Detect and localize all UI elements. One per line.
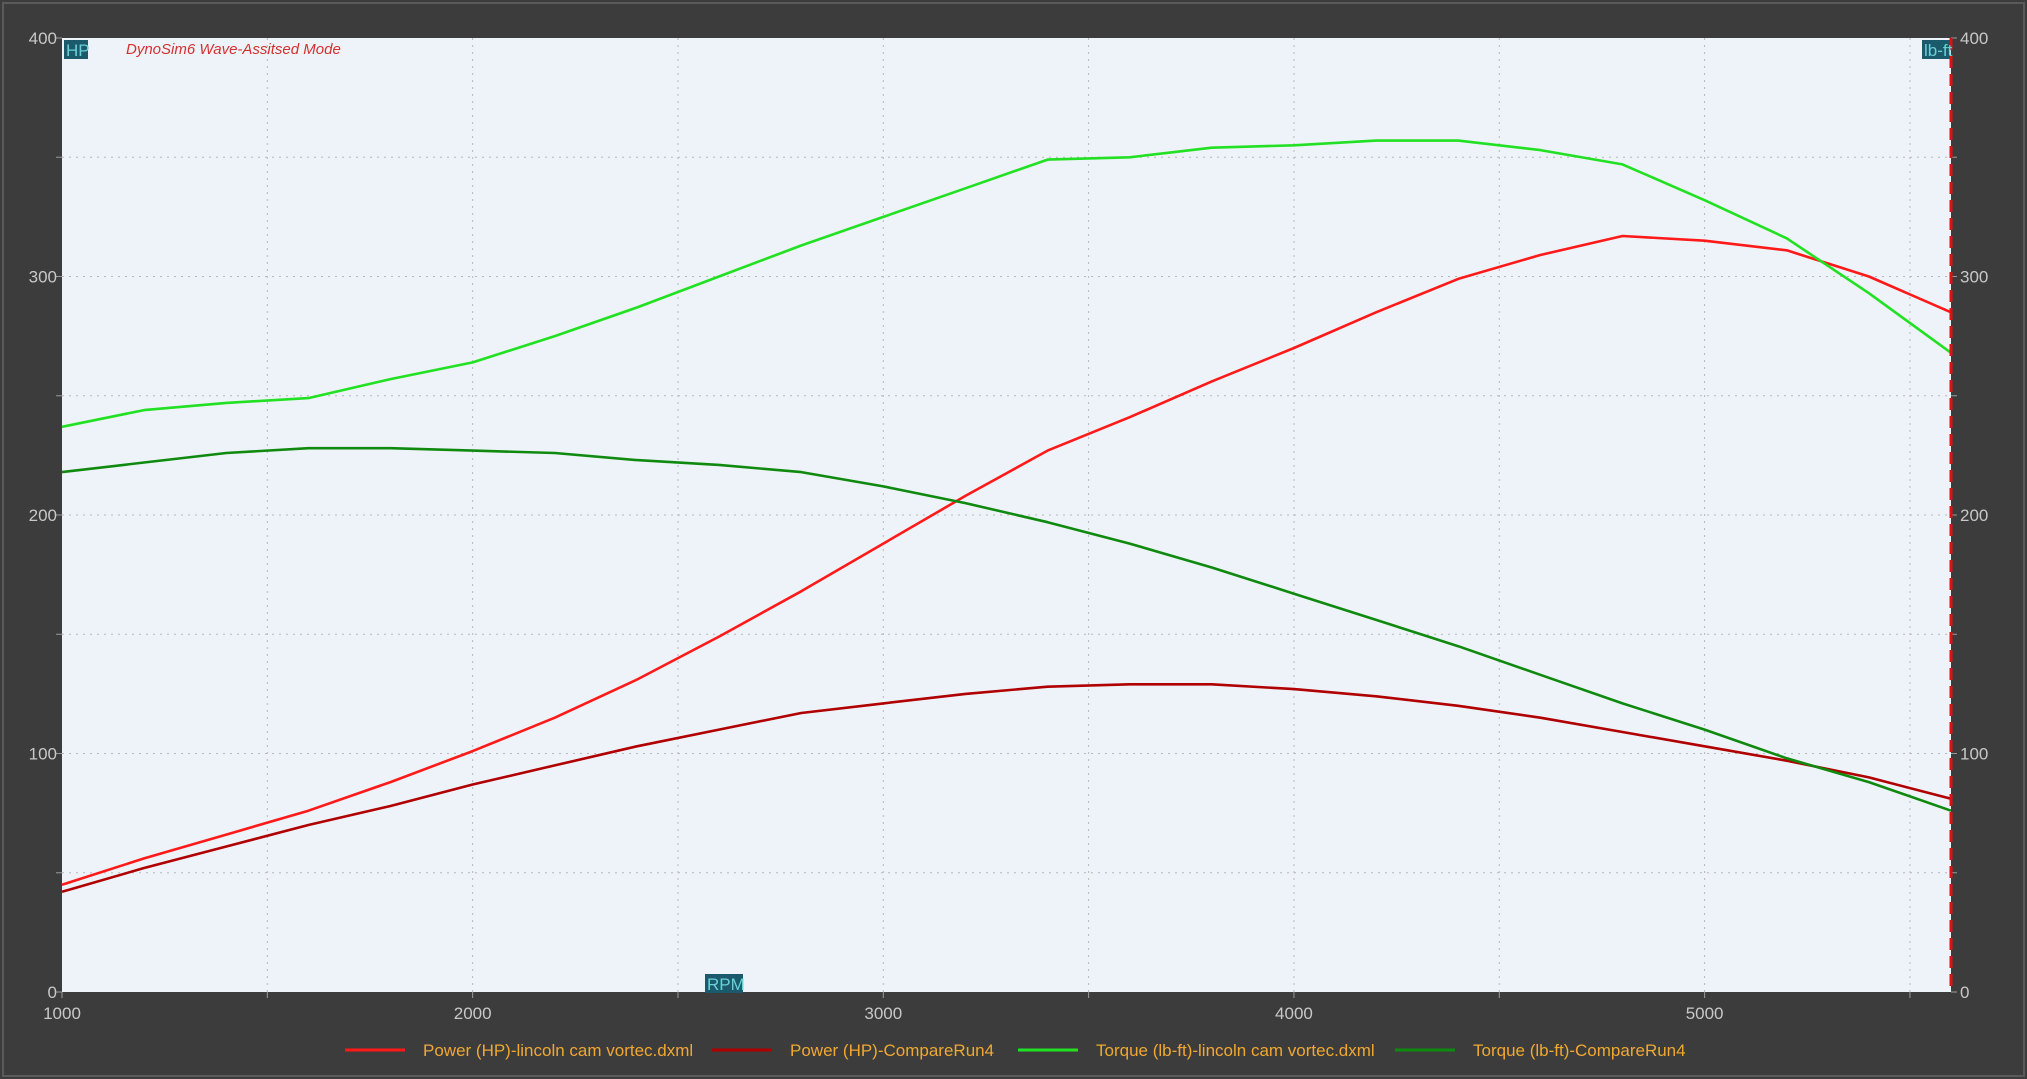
x-tick-label: 2000 — [454, 1004, 492, 1023]
y-tick-label-left: 0 — [48, 983, 57, 1002]
legend-label-1: Power (HP)-lincoln cam vortec.dxml — [423, 1041, 693, 1060]
y-tick-label-right: 0 — [1960, 983, 1969, 1002]
y-tick-label-right: 200 — [1960, 506, 1988, 525]
legend-label-4: Torque (lb-ft)-CompareRun4 — [1473, 1041, 1686, 1060]
series-line-1 — [61, 234, 1952, 886]
legend-label-3: Torque (lb-ft)-lincoln cam vortec.dxml — [1096, 1041, 1375, 1060]
x-tick-label: 5000 — [1686, 1004, 1724, 1023]
chart-title: DynoSim6 Wave-Assitsed Mode — [126, 41, 341, 58]
y-tick-label-left: 100 — [29, 745, 57, 764]
x-tick-label: 1000 — [43, 1004, 81, 1023]
x-tick-label: 4000 — [1275, 1004, 1313, 1023]
y-axis-left-tag-bg — [64, 40, 88, 59]
series-line-3 — [61, 139, 1952, 429]
y-tick-label-right: 400 — [1960, 29, 1988, 48]
x-axis-label: RPM — [707, 975, 745, 994]
y-axis-right-tag-bg — [1922, 40, 1950, 59]
y-axis-left-label: HP — [66, 41, 90, 60]
y-tick-label-left: 400 — [29, 29, 57, 48]
series-line-4 — [61, 446, 1952, 812]
legend: Power (HP)-lincoln cam vortec.dxml Power … — [345, 1041, 1686, 1060]
grid-lines — [62, 38, 1951, 992]
y-tick-label-right: 300 — [1960, 268, 1988, 287]
series-lines — [61, 139, 1952, 894]
plot-area — [62, 38, 1951, 992]
x-tick-label: 3000 — [864, 1004, 902, 1023]
series-line-2 — [61, 682, 1952, 894]
y-tick-label-right: 100 — [1960, 745, 1988, 764]
legend-label-2: Power (HP)-CompareRun4 — [790, 1041, 994, 1060]
y-tick-label-left: 200 — [29, 506, 57, 525]
axis-ticks: 1000 2000 3000 4000 5000 0 0 100 100 200 200 300 300… — [29, 29, 1989, 1023]
y-axis-right-label: lb-ft — [1924, 41, 1953, 60]
x-axis-tag-bg — [705, 974, 743, 993]
y-tick-label-left: 300 — [29, 268, 57, 287]
